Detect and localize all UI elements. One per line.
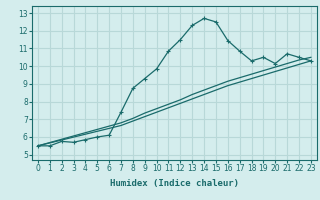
X-axis label: Humidex (Indice chaleur): Humidex (Indice chaleur)	[110, 179, 239, 188]
